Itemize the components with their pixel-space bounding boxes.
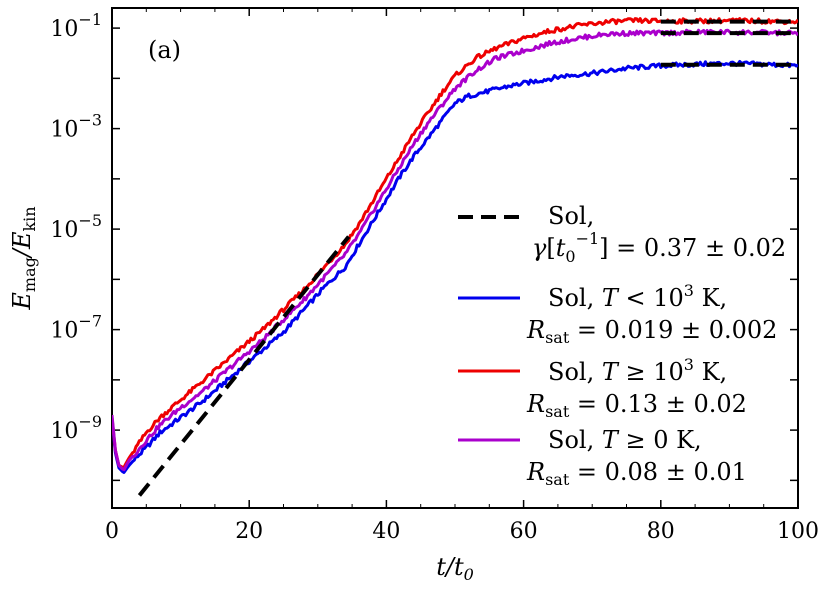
y-tick-label: 10−7 (50, 312, 102, 344)
x-axis-label: t/t0 (436, 553, 474, 584)
legend-label-blue-line1: Sol, T < 103 K, (548, 281, 727, 312)
legend-entry-red: Sol, T ≥ 103 K, Rsat = 0.13 ± 0.02 (458, 355, 747, 421)
series-line (112, 28, 798, 472)
legend-label-red-line1: Sol, T ≥ 103 K, (548, 355, 727, 386)
series-line (112, 17, 798, 469)
series-layer (112, 17, 798, 497)
x-tick-label: 60 (510, 519, 538, 544)
y-tick-label: 10−1 (50, 10, 102, 42)
series-line (112, 59, 798, 474)
x-tick-label: 80 (647, 519, 675, 544)
legend-entry-blue: Sol, T < 103 K, Rsat = 0.019 ± 0.002 (458, 281, 777, 347)
legend-label-fit-line2: γ[t0−1] = 0.37 ± 0.02 (532, 229, 786, 266)
legend-label-purple-line1: Sol, T ≥ 0 K, (548, 426, 702, 454)
legend-label-purple-line2: Rsat = 0.08 ± 0.01 (526, 458, 747, 489)
y-tick-label: 10−5 (50, 211, 102, 243)
legend-label-blue-line2: Rsat = 0.019 ± 0.002 (526, 316, 777, 347)
legend-label-red-line2: Rsat = 0.13 ± 0.02 (526, 390, 747, 421)
legend-label-fit-line1: Sol, (548, 202, 594, 230)
y-tick-label: 10−9 (50, 412, 102, 444)
x-tick-label: 40 (372, 519, 400, 544)
legend-entry-purple: Sol, T ≥ 0 K, Rsat = 0.08 ± 0.01 (458, 426, 747, 489)
y-tick-label: 10−3 (50, 111, 102, 143)
legend-entry-fit: Sol, γ[t0−1] = 0.37 ± 0.02 (458, 202, 786, 266)
y-axis-label: Emag/Ekin (8, 206, 39, 310)
x-tick-label: 100 (777, 519, 819, 544)
fit-line (137, 235, 351, 497)
panel-label: (a) (148, 36, 181, 64)
x-tick-label: 0 (105, 519, 119, 544)
x-tick-label: 20 (235, 519, 263, 544)
legend: Sol, γ[t0−1] = 0.37 ± 0.02 Sol, T < 103 … (458, 202, 786, 489)
axis-ticks: 0 20 40 60 80 100 10−9 10−7 10−5 10−3 10−1 (50, 8, 819, 544)
